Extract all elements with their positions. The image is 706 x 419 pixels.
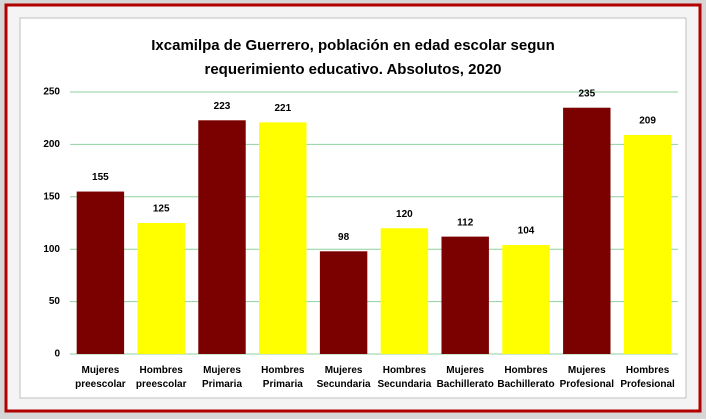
data-label: 209 <box>639 116 656 127</box>
data-label: 235 <box>578 88 595 99</box>
bar <box>441 236 489 354</box>
bar <box>563 107 611 354</box>
x-tick-label: Hombres preescolar <box>136 365 187 390</box>
bar <box>259 122 307 354</box>
data-label: 104 <box>518 226 535 237</box>
data-label: 120 <box>396 209 413 220</box>
data-label: 112 <box>457 217 474 228</box>
y-tick-label: 100 <box>43 244 60 255</box>
x-tick-label: Hombres Secundaria <box>377 365 431 390</box>
x-tick-label: Mujeres Profesional <box>560 365 615 390</box>
data-label: 223 <box>214 101 231 112</box>
data-label: 125 <box>153 204 170 215</box>
x-tick-label: Mujeres Bachillerato <box>437 365 494 390</box>
x-tick-label: Mujeres Secundaria <box>317 365 371 390</box>
data-label: 221 <box>274 103 291 114</box>
data-label: 155 <box>92 172 109 183</box>
chart-title: Ixcamilpa de Guerrero, población en edad… <box>151 37 554 54</box>
bar <box>198 120 246 355</box>
y-tick-label: 200 <box>43 139 60 150</box>
x-tick-label: Hombres Profesional <box>620 365 675 390</box>
bar <box>76 191 125 354</box>
x-tick-label: Mujeres Primaria <box>202 365 242 390</box>
bar <box>319 251 368 354</box>
data-label: 98 <box>338 232 350 243</box>
bar <box>623 134 672 354</box>
y-tick-label: 150 <box>43 191 60 202</box>
bar <box>502 245 550 354</box>
x-tick-label: Hombres Primaria <box>261 365 305 390</box>
x-tick-label: Mujeres preescolar <box>75 365 126 390</box>
y-tick-label: 250 <box>43 87 60 98</box>
y-tick-label: 0 <box>54 349 60 360</box>
bar <box>380 228 429 354</box>
y-tick-label: 50 <box>49 296 61 307</box>
chart-title: requerimiento educativo. Absolutos, 2020 <box>204 61 501 78</box>
bar <box>137 223 185 354</box>
x-tick-label: Hombres Bachillerato <box>497 365 554 390</box>
